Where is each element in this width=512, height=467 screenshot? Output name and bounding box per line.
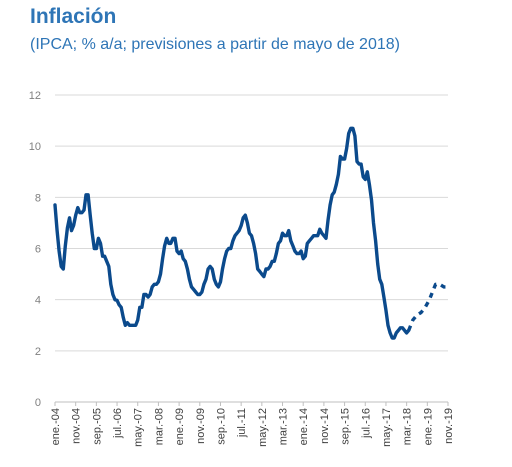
y-tick-label: 6: [35, 244, 41, 256]
x-tick-label: may.-07: [133, 408, 145, 447]
y-tick-label: 2: [35, 346, 41, 358]
x-tick-label: nov.-19: [443, 408, 455, 444]
chart-subtitle: (IPCA; % a/a; previsiones a partir de ma…: [30, 36, 400, 53]
y-tick-label: 8: [35, 192, 41, 204]
forecast-line: [407, 282, 450, 332]
x-tick-label: may.-12: [257, 408, 269, 447]
y-axis-ticks: 0 2 4 6 8 10 12: [29, 90, 41, 409]
x-tick-label: jul.-11: [236, 408, 248, 438]
x-tick-label: sep.-15: [340, 408, 352, 445]
x-tick-label: ene.-19: [422, 408, 434, 445]
gridlines: [55, 94, 448, 403]
x-tick-label: ene.-04: [50, 408, 62, 445]
x-tick-label: ene.-09: [174, 408, 186, 445]
x-tick-label: nov.-14: [319, 408, 331, 444]
x-tick-label: jul.-16: [360, 408, 372, 439]
y-tick-label: 10: [29, 141, 41, 153]
y-tick-label: 0: [35, 397, 41, 409]
x-tick-label: ene.-14: [298, 408, 310, 445]
x-tick-label: nov.-04: [71, 408, 83, 444]
y-tick-label: 4: [35, 295, 41, 307]
x-tick-label: sep.-05: [91, 408, 103, 445]
x-axis-ticks: ene.-04 nov.-04 sep.-05 jul.-06 may.-07 mar.-…: [50, 402, 455, 447]
x-tick-label: may.-17: [381, 408, 393, 447]
x-tick-label: mar.-13: [278, 408, 290, 445]
historical-line: [53, 126, 411, 340]
chart-title: Inflación: [30, 5, 117, 28]
x-tick-label: sep.-10: [215, 408, 227, 445]
x-tick-label: mar.-08: [153, 408, 165, 445]
y-tick-label: 12: [29, 90, 41, 102]
x-tick-label: jul.-06: [112, 408, 124, 439]
x-tick-label: nov.-09: [195, 408, 207, 444]
x-tick-label: mar.-18: [402, 408, 414, 445]
series: [53, 126, 450, 340]
